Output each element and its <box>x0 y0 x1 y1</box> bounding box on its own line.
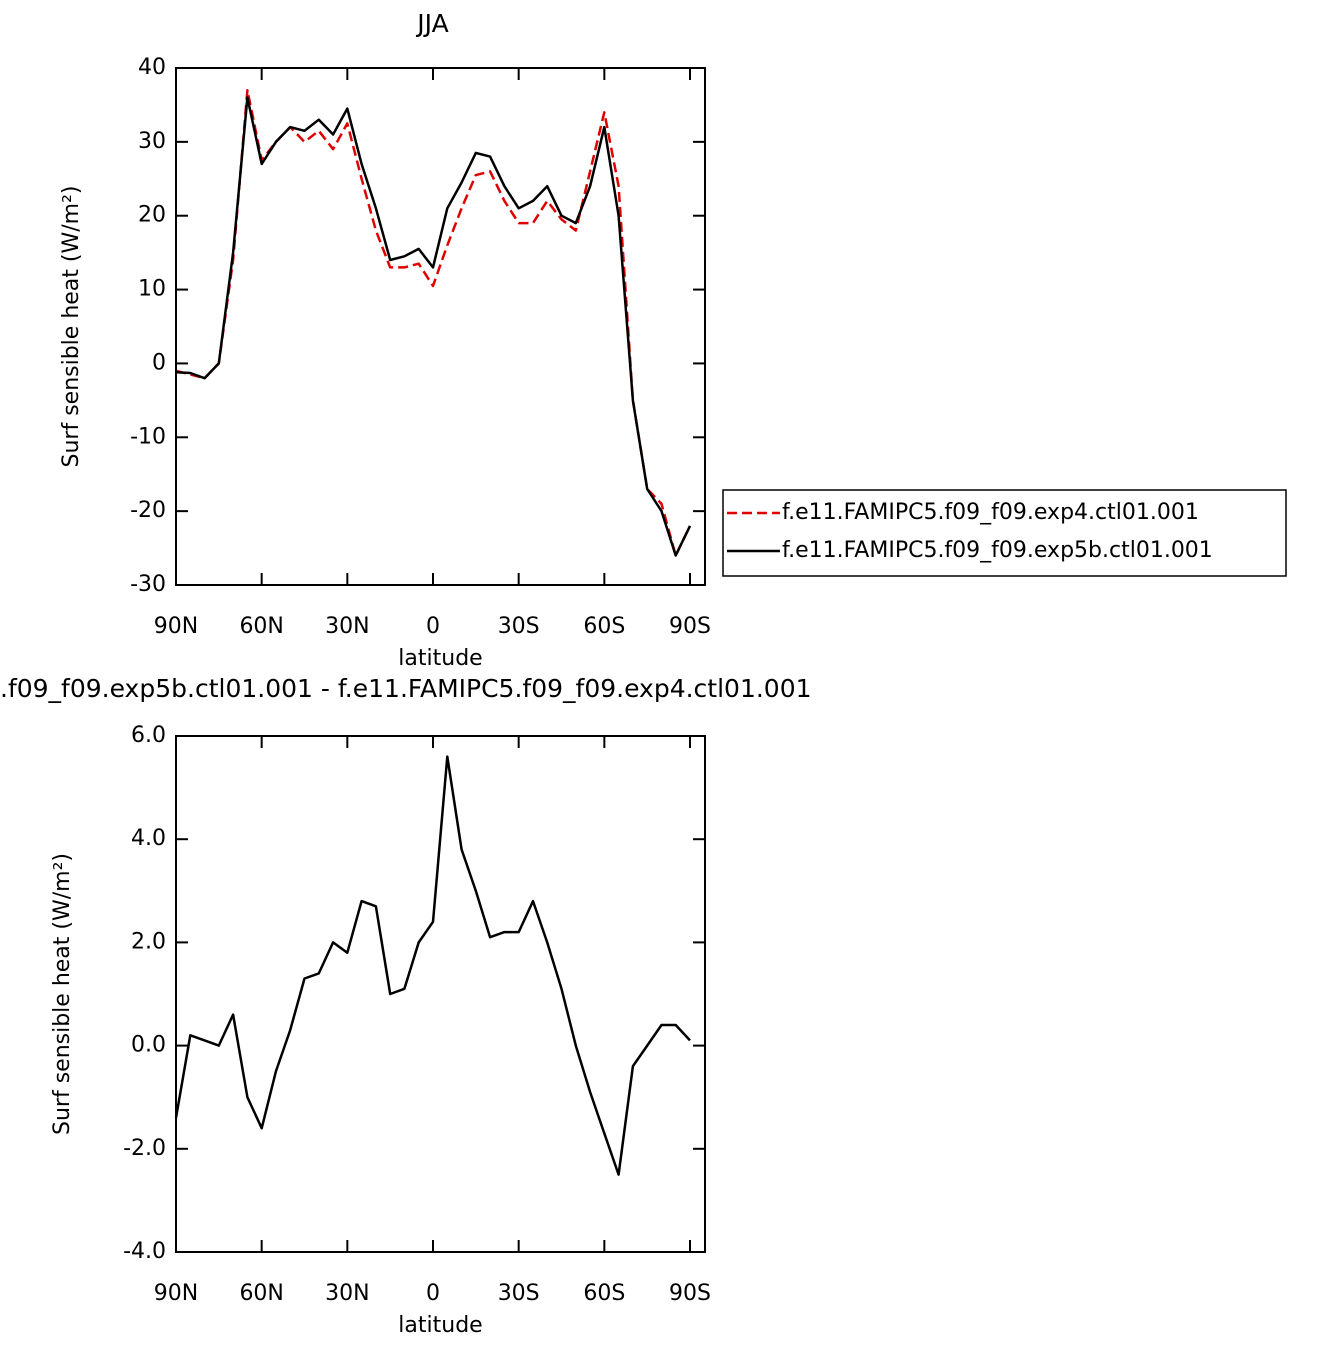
y-tick-label: 2.0 <box>131 929 166 954</box>
y-axis-label: Surf sensible heat (W/m²) <box>59 186 84 468</box>
data-line <box>174 755 691 1176</box>
x-tick-label: 30S <box>498 614 540 639</box>
x-tick-label: 90N <box>154 1281 198 1306</box>
x-tick-label: 60S <box>583 614 625 639</box>
y-tick-label: -30 <box>130 572 166 597</box>
x-tick-label: 90S <box>669 614 711 639</box>
x-axis-label: latitude <box>398 1313 482 1338</box>
plot-frame <box>175 735 706 1253</box>
x-tick-label: 0 <box>426 614 440 639</box>
x-tick-label: 60N <box>239 1281 283 1306</box>
data-line <box>175 96 692 557</box>
x-tick-label: 90S <box>669 1281 711 1306</box>
y-tick-label: -4.0 <box>123 1239 166 1264</box>
y-tick-label: 30 <box>138 129 166 154</box>
legend-label: f.e11.FAMIPC5.f09_f09.exp4.ctl01.001 <box>782 500 1199 525</box>
x-tick-label: 30N <box>325 614 369 639</box>
y-tick-label: 40 <box>138 55 166 80</box>
legend-label: f.e11.FAMIPC5.f09_f09.exp5b.ctl01.001 <box>782 538 1213 563</box>
y-axis-label: Surf sensible heat (W/m²) <box>50 853 75 1135</box>
y-tick-label: 0.0 <box>131 1033 166 1058</box>
x-tick-label: 0 <box>426 1281 440 1306</box>
y-tick-label: 0 <box>152 350 166 375</box>
y-tick-label: -20 <box>130 498 166 523</box>
chart-title: .f09_f09.exp5b.ctl01.001 - f.e11.FAMIPC5… <box>0 674 812 703</box>
y-tick-label: 6.0 <box>131 723 166 748</box>
x-tick-label: 60S <box>583 1281 625 1306</box>
chart-title: JJA <box>415 9 448 38</box>
x-tick-label: 60N <box>239 614 283 639</box>
y-tick-label: 20 <box>138 203 166 228</box>
data-line <box>175 88 692 557</box>
y-tick-label: 4.0 <box>131 826 166 851</box>
plot-frame <box>175 67 706 586</box>
legend-box <box>722 489 1287 577</box>
x-tick-label: 30N <box>325 1281 369 1306</box>
y-tick-label: 10 <box>138 277 166 302</box>
y-tick-label: -10 <box>130 424 166 449</box>
y-tick-label: -2.0 <box>123 1136 166 1161</box>
x-tick-label: 30S <box>498 1281 540 1306</box>
x-axis-label: latitude <box>398 646 482 671</box>
x-tick-label: 90N <box>154 614 198 639</box>
